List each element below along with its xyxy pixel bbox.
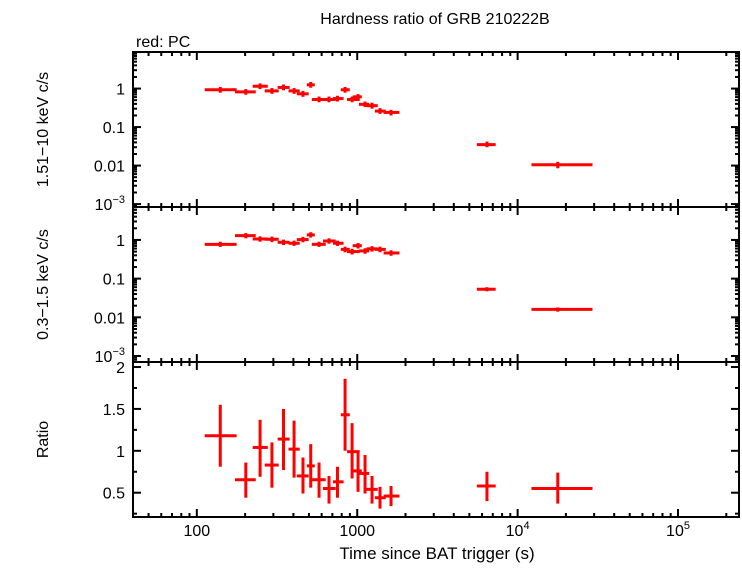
data-point xyxy=(306,444,315,488)
x-tick-label: 104 xyxy=(506,520,530,540)
data-point xyxy=(306,82,315,88)
data-point xyxy=(347,248,360,255)
chart-subtitle: red: PC xyxy=(136,34,190,51)
y-tick-label: 0.1 xyxy=(103,120,125,137)
data-point xyxy=(252,83,268,90)
data-point xyxy=(340,86,350,93)
y-tick-label: 1 xyxy=(116,444,125,461)
data-point xyxy=(288,240,300,246)
data-point xyxy=(476,471,496,502)
data-point xyxy=(332,95,344,102)
data-point xyxy=(352,94,362,100)
data-point xyxy=(204,241,237,247)
data-point xyxy=(204,86,237,93)
data-point xyxy=(531,161,593,169)
y-tick-label: 0.01 xyxy=(94,159,125,176)
x-tick-label: 100 xyxy=(183,523,210,540)
y-tick-label: 1 xyxy=(116,82,125,99)
data-point xyxy=(374,486,386,509)
data-point xyxy=(277,84,290,91)
y-tick-label: 0.5 xyxy=(103,486,125,503)
panel-2: 0.5 1 1.5 2 Ratio xyxy=(35,360,740,518)
data-point xyxy=(235,89,256,95)
data-point xyxy=(352,450,362,492)
y-tick-label: 1.5 xyxy=(103,402,125,419)
data-point xyxy=(531,307,593,312)
data-point xyxy=(323,475,336,504)
x-axis-label: Time since BAT trigger (s) xyxy=(339,544,534,563)
data-point xyxy=(383,250,400,256)
panel-0: 1 0.1 0.01 10−3 1.51−10 keV c/s xyxy=(35,51,740,214)
data-point xyxy=(340,378,350,451)
data-point xyxy=(352,243,362,249)
data-point xyxy=(358,455,370,494)
data-point xyxy=(277,408,290,471)
data-point xyxy=(366,475,378,504)
data-point xyxy=(311,241,326,247)
data-point xyxy=(296,236,309,243)
chart-title: Hardness ratio of GRB 210222B xyxy=(320,11,549,28)
data-point xyxy=(340,246,350,253)
data-point xyxy=(277,239,290,245)
data-point xyxy=(366,102,378,109)
x-tick-label: 1000 xyxy=(339,523,375,540)
data-point xyxy=(235,462,256,498)
x-tick-label: 105 xyxy=(666,520,690,540)
data-point xyxy=(288,88,300,94)
data-point xyxy=(235,233,256,239)
y-tick-label: 0.1 xyxy=(103,272,125,289)
y-axis-label: Ratio xyxy=(35,421,52,458)
data-point xyxy=(296,90,309,97)
panel-frame xyxy=(132,361,740,518)
panel-frame xyxy=(132,51,740,208)
data-point xyxy=(288,420,300,478)
data-point xyxy=(264,236,279,243)
data-point xyxy=(383,486,400,507)
data-point xyxy=(264,442,279,488)
y-tick-label: 0.01 xyxy=(94,310,125,327)
data-point xyxy=(531,472,593,504)
data-point xyxy=(332,240,344,246)
data-point xyxy=(476,141,496,148)
data-point xyxy=(332,466,344,498)
data-point xyxy=(311,462,326,498)
data-point xyxy=(296,457,309,494)
data-point xyxy=(358,248,370,254)
data-point xyxy=(383,109,400,116)
data-point xyxy=(204,404,237,467)
panel-1: 1 0.1 0.01 10−3 0.3−1.5 keV c/s xyxy=(35,206,740,366)
y-tick-label: 10−3 xyxy=(95,346,125,366)
data-point xyxy=(252,419,268,477)
y-axis-label: 1.51−10 keV c/s xyxy=(35,72,52,187)
data-point xyxy=(323,238,336,244)
y-tick-label: 2 xyxy=(116,360,125,377)
data-point xyxy=(306,232,315,238)
y-axis-label: 0.3−1.5 keV c/s xyxy=(35,229,52,340)
data-point xyxy=(374,246,386,253)
y-tick-label: 10−3 xyxy=(95,194,125,214)
panel-frame xyxy=(132,206,740,363)
y-tick-label: 1 xyxy=(116,233,125,250)
data-point xyxy=(264,88,279,94)
data-point xyxy=(476,287,496,292)
